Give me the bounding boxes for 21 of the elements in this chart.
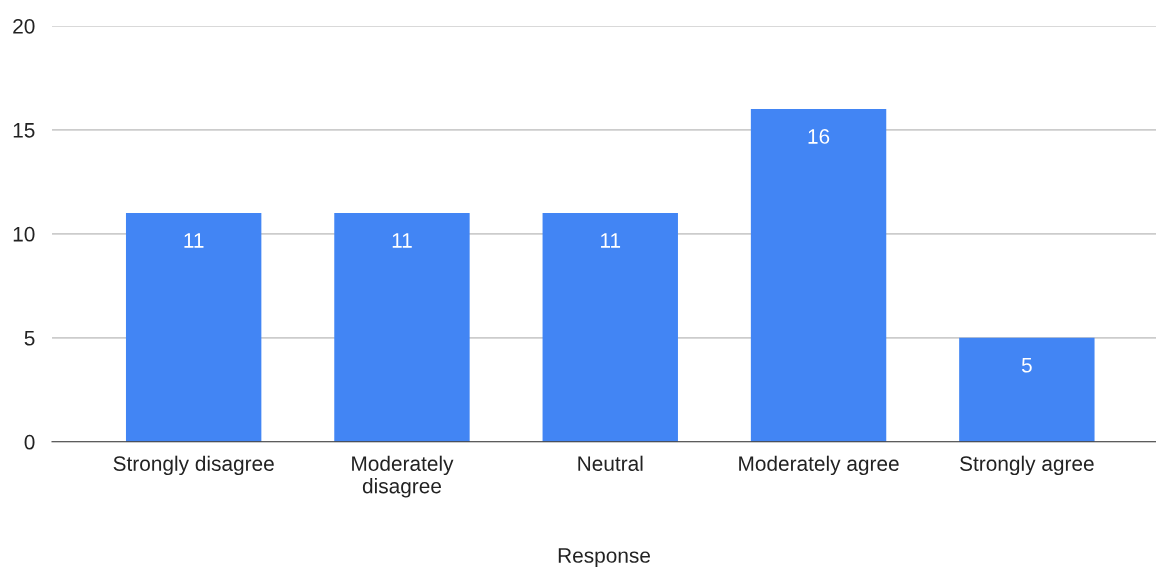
y-tick-label: 0	[24, 434, 35, 450]
y-tick-label: 20	[13, 18, 35, 34]
data-label: 11	[392, 233, 412, 248]
y-tick-label: 10	[13, 226, 35, 242]
bar	[959, 337, 1095, 442]
data-label: 11	[601, 233, 621, 248]
x-tick-label: Neutral	[578, 455, 643, 471]
x-tick-label: Moderately disagree	[352, 455, 454, 498]
x-tick-label: Strongly disagree	[113, 455, 274, 476]
bar	[125, 213, 262, 442]
bar	[334, 213, 470, 442]
data-label: 16	[808, 129, 830, 144]
x-tick-label: Moderately agree	[739, 455, 899, 476]
bar	[542, 213, 678, 442]
bar	[750, 109, 887, 442]
x-tick-label: Strongly agree	[960, 455, 1094, 476]
data-label: 5	[1021, 358, 1032, 373]
y-tick-label: 15	[13, 123, 35, 138]
y-tick-label: 5	[24, 331, 35, 346]
x-axis-title: Response	[558, 548, 650, 567]
data-label: 11	[184, 233, 204, 248]
